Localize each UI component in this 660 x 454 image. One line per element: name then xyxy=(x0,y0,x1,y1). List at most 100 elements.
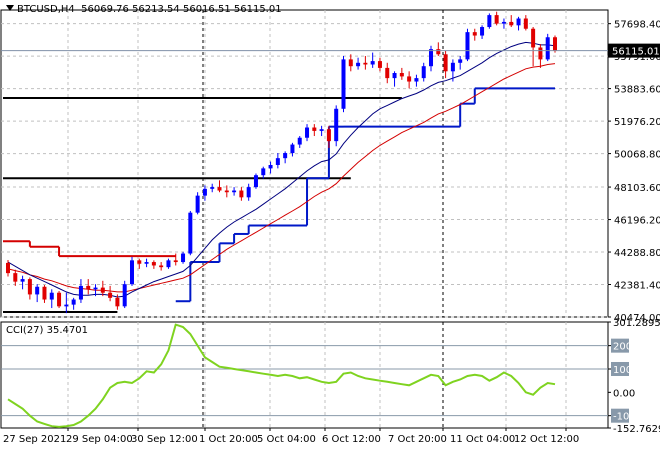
candle-body xyxy=(166,260,171,268)
x-tick-label: 7 Oct 20:00 xyxy=(388,434,447,445)
x-tick-label: 11 Oct 04:00 xyxy=(450,434,515,445)
ohlc-open: 56069.76 xyxy=(81,4,129,15)
candle-body xyxy=(516,18,521,26)
price-tick-label: 51976.20 xyxy=(614,117,660,128)
candle-body xyxy=(523,18,528,29)
x-tick-label: 27 Sep 2021 xyxy=(3,434,66,445)
cci-level-tag xyxy=(611,338,629,353)
candle-body xyxy=(501,21,506,24)
symbol-label: BTCUSD,H4 xyxy=(17,4,75,15)
price-tick-label: 46196.20 xyxy=(614,216,660,227)
cci-tick-label: 100 xyxy=(613,365,632,376)
candle-body xyxy=(268,164,273,169)
candle-body xyxy=(283,153,288,159)
x-tick-label: 29 Sep 04:00 xyxy=(66,434,133,445)
candle-body xyxy=(414,78,419,82)
candle-body xyxy=(78,285,83,300)
candle-body xyxy=(297,137,302,145)
candle-body xyxy=(370,61,375,65)
candle-body xyxy=(399,73,404,77)
x-tick-label: 12 Oct 12:00 xyxy=(514,434,579,445)
candle-body xyxy=(224,190,229,193)
candle-body xyxy=(20,279,25,282)
price-pane-frame xyxy=(0,9,609,318)
candle-body xyxy=(159,265,164,268)
candle-body xyxy=(144,262,149,264)
cci-tick-label: 200 xyxy=(613,342,632,353)
candle-body xyxy=(217,187,222,191)
candle-body xyxy=(210,187,215,189)
candle-body xyxy=(202,188,207,196)
candle-body xyxy=(13,273,18,282)
candle-body xyxy=(509,21,514,26)
candle-body xyxy=(137,260,142,264)
candle-body xyxy=(407,76,412,82)
cci-pane-frame xyxy=(0,321,609,429)
candle-body xyxy=(377,61,382,68)
candle-body xyxy=(334,108,339,142)
x-tick-label: 6 Oct 12:00 xyxy=(322,434,381,445)
candle-body xyxy=(494,15,499,24)
candle-body xyxy=(305,127,310,138)
candle-body xyxy=(253,175,258,188)
candle-body xyxy=(93,287,98,290)
candle-body xyxy=(472,32,477,36)
candle-body xyxy=(392,73,397,79)
candle-body xyxy=(57,292,62,307)
candle-body xyxy=(531,28,536,48)
candle-body xyxy=(71,299,76,305)
dropdown-triangle-icon[interactable] xyxy=(6,5,14,11)
candle-body xyxy=(429,49,434,67)
candle-body xyxy=(86,285,91,290)
candle-body xyxy=(436,49,441,55)
candle-body xyxy=(108,292,113,298)
candle-body xyxy=(64,304,69,307)
price-tick-label: 48103.60 xyxy=(614,183,660,194)
price-tick-label: 53883.60 xyxy=(614,85,660,96)
candle-body xyxy=(100,287,105,293)
ohlc-high: 56213.54 xyxy=(132,4,180,15)
cci-title: CCI(27) 35.4701 xyxy=(6,325,88,336)
x-tick-label: 1 Oct 20:00 xyxy=(199,434,258,445)
candle-body xyxy=(538,47,543,60)
candle-body xyxy=(35,286,40,295)
candle-body xyxy=(49,292,54,300)
candle-body xyxy=(173,260,178,263)
candle-body xyxy=(319,129,324,131)
candle-body xyxy=(246,187,251,198)
candle-body xyxy=(239,190,244,198)
candle-body xyxy=(42,286,47,300)
candle-body xyxy=(275,158,280,165)
candle-body xyxy=(443,54,448,72)
candle-body xyxy=(261,168,266,176)
price-tick-label: 40474.00 xyxy=(614,313,660,324)
candle-body xyxy=(421,66,426,79)
cci-tick-label: 0.00 xyxy=(613,388,635,399)
candle-body xyxy=(188,212,193,254)
price-tick-label: 44288.80 xyxy=(614,248,660,259)
chart-header: BTCUSD,H4 56069.76 56213.54 56016.51 561… xyxy=(6,4,282,15)
candle-body xyxy=(312,127,317,131)
x-tick-label: 30 Sep 12:00 xyxy=(131,434,198,445)
price-tick-label: 57698.40 xyxy=(614,20,660,31)
candle-body xyxy=(129,260,134,285)
current-price-tag xyxy=(608,43,660,58)
candle-body xyxy=(348,59,353,67)
candle-body xyxy=(553,37,557,51)
cci-line xyxy=(7,323,556,428)
candle-body xyxy=(545,37,550,60)
price-tick-label: 50068.80 xyxy=(614,150,660,161)
candle-body xyxy=(6,262,10,274)
candle-body xyxy=(326,129,331,142)
price-tick-label: 42381.40 xyxy=(614,281,660,292)
moving-average-slow xyxy=(7,63,556,293)
moving-average-fast xyxy=(7,41,556,298)
candle-body xyxy=(487,15,492,28)
candle-body xyxy=(232,190,237,193)
candle-body xyxy=(341,59,346,109)
candle-body xyxy=(151,262,156,266)
candle-body xyxy=(356,62,361,67)
candle-body xyxy=(465,32,470,60)
